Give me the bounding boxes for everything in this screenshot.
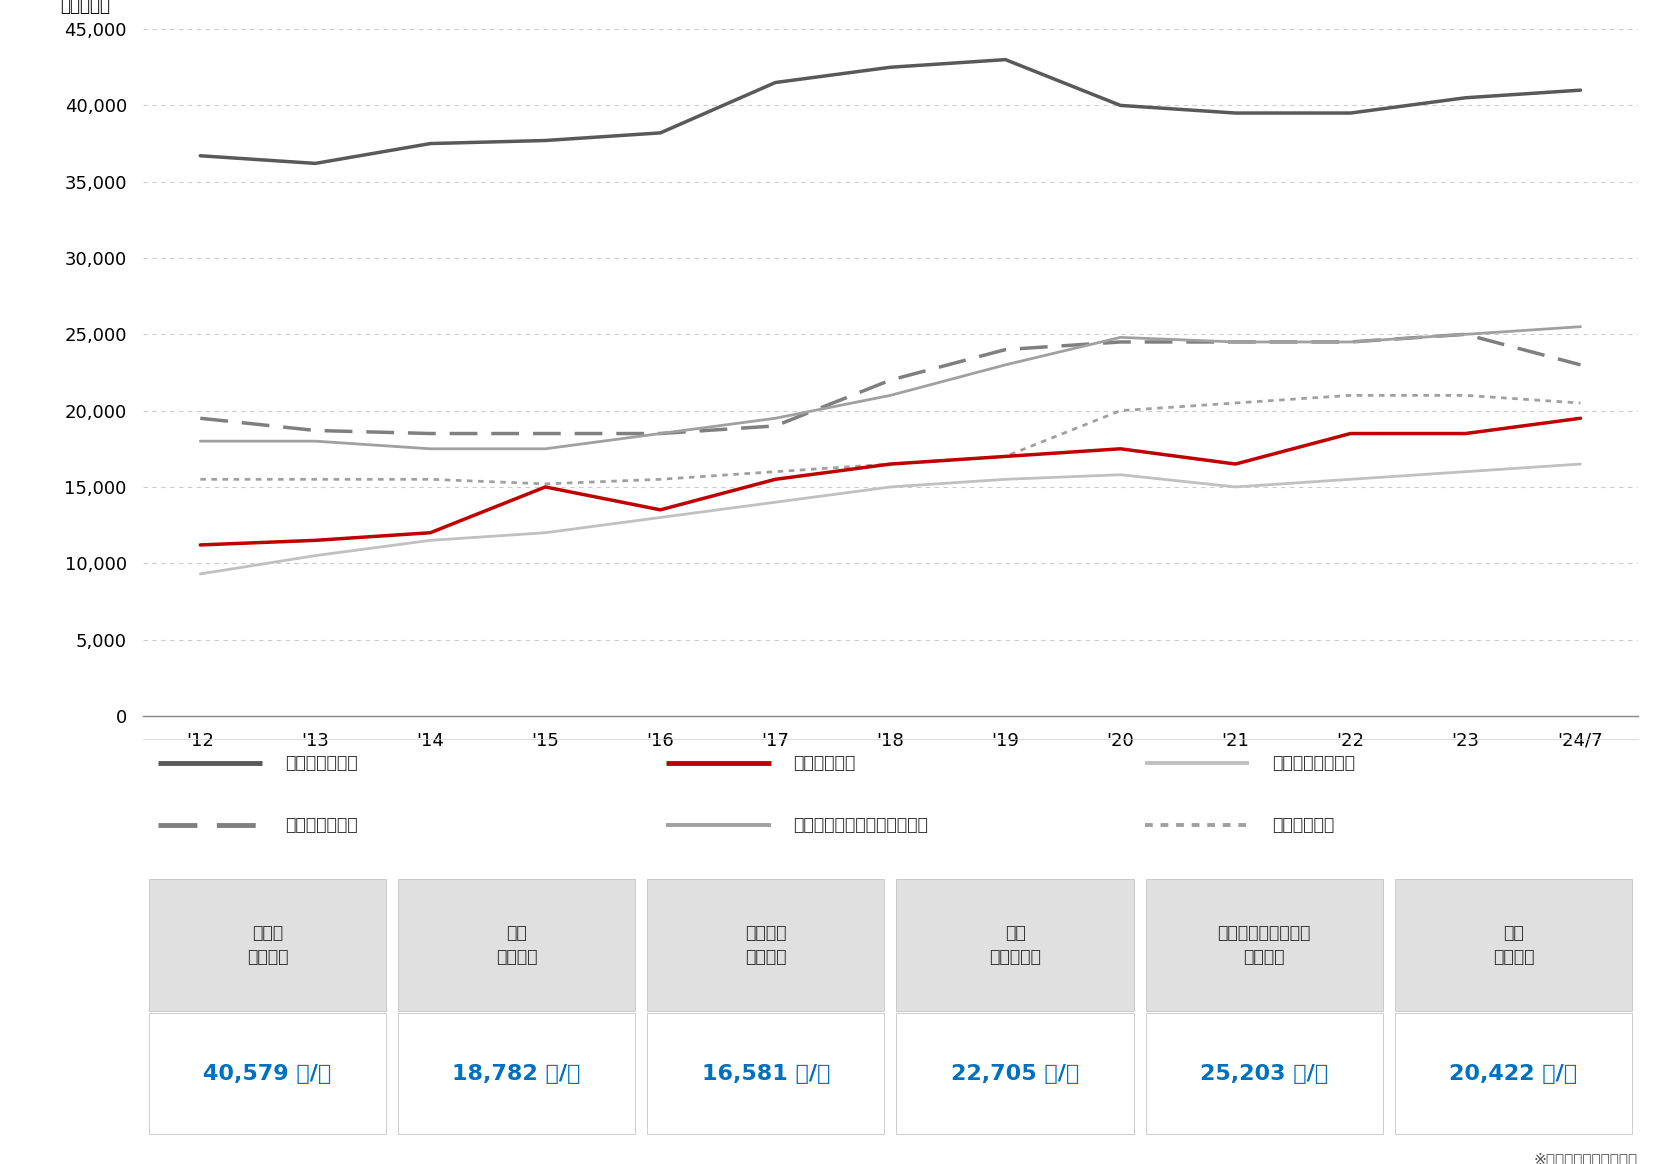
Text: 名駅（名古屋）: 名駅（名古屋） [286, 816, 358, 835]
Text: 天神（福岡）: 天神（福岡） [1272, 816, 1334, 835]
Bar [1394, 880, 1631, 1012]
Text: 丸の内
（東京）: 丸の内 （東京） [247, 924, 289, 966]
Bar [398, 880, 635, 1012]
Text: 丸の内（東京）: 丸の内（東京） [286, 754, 358, 773]
Text: 20,422 円/坪: 20,422 円/坪 [1450, 1064, 1578, 1084]
Text: 駅前本町（仙台）: 駅前本町（仙台） [1272, 754, 1354, 773]
Bar [1394, 1013, 1631, 1134]
Text: 南口（札幌）: 南口（札幌） [793, 754, 855, 773]
Text: 梅田・堂島・中之島（大阪）: 梅田・堂島・中之島（大阪） [793, 816, 927, 835]
Bar [1146, 1013, 1383, 1134]
Bar [647, 880, 884, 1012]
Bar [897, 1013, 1134, 1134]
Text: 25,203 円/坪: 25,203 円/坪 [1200, 1064, 1329, 1084]
Text: 梅田・堂島・中之島
（大阪）: 梅田・堂島・中之島 （大阪） [1218, 924, 1310, 966]
Text: 18,782 円/坪: 18,782 円/坪 [452, 1064, 581, 1084]
Bar [647, 1013, 884, 1134]
Bar [398, 1013, 635, 1134]
Bar [1146, 880, 1383, 1012]
Text: （円／坪）: （円／坪） [60, 0, 111, 15]
Text: 名駅
（名古屋）: 名駅 （名古屋） [990, 924, 1042, 966]
Text: 駅前本町
（仙台）: 駅前本町 （仙台） [744, 924, 786, 966]
Text: 22,705 円/坪: 22,705 円/坪 [951, 1064, 1079, 1084]
Text: ※　募集賃料：共益費込: ※ 募集賃料：共益費込 [1534, 1152, 1638, 1164]
Text: 40,579 円/坪: 40,579 円/坪 [203, 1064, 331, 1084]
Bar [897, 880, 1134, 1012]
Text: 天神
（福岡）: 天神 （福岡） [1492, 924, 1534, 966]
Bar [150, 1013, 386, 1134]
Text: 南口
（札幌）: 南口 （札幌） [496, 924, 538, 966]
Text: 16,581 円/坪: 16,581 円/坪 [702, 1064, 830, 1084]
Bar [150, 880, 386, 1012]
